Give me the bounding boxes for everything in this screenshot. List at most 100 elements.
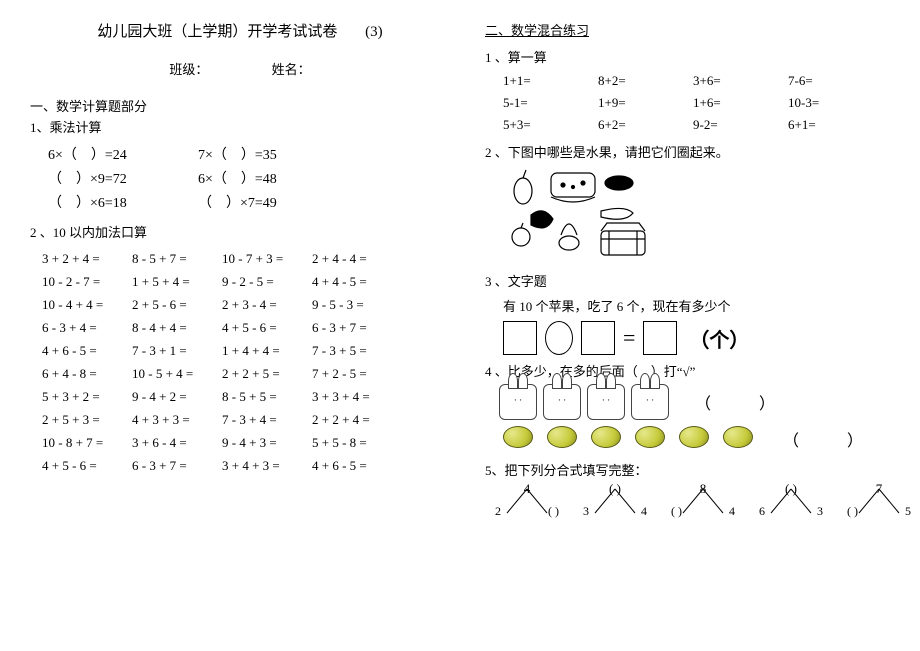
calc-cell: 5-1= — [503, 92, 598, 114]
name-label: 姓名： — [272, 62, 311, 77]
section-2-heading: 二、数学混合练习 — [485, 20, 905, 39]
addition-row: 10 - 4 + 4 =2 + 5 - 6 =2 + 3 - 4 =9 - 5 … — [42, 293, 448, 316]
addition-cell: 2 + 2 + 4 = — [312, 408, 402, 431]
title-number: (3) — [365, 24, 383, 40]
calc-cell: 6+1= — [788, 114, 883, 136]
addition-cell: 3 + 6 - 4 = — [132, 431, 222, 454]
bond-top: 4 — [499, 481, 555, 497]
answer-paren: （ ） — [783, 427, 879, 451]
section-1-heading: 一、数学计算题部分 — [30, 96, 450, 115]
mult-cell: （ ）×6=18 — [48, 192, 198, 216]
bond-left: ( ) — [847, 504, 858, 519]
addition-block: 3 + 2 + 4 =8 - 5 + 7 =10 - 7 + 3 =2 + 4 … — [30, 245, 450, 479]
addition-row: 4 + 5 - 6 =6 - 3 + 7 =3 + 4 + 3 =4 + 6 -… — [42, 454, 448, 477]
addition-row: 10 - 8 + 7 =3 + 6 - 4 =9 - 4 + 3 =5 + 5 … — [42, 431, 448, 454]
calc-cell: 9-2= — [693, 114, 788, 136]
addition-cell: 7 - 3 + 5 = — [312, 339, 402, 362]
mult-cell: 6×（ ）=24 — [48, 144, 198, 168]
mult-row: （ ）×6=18 （ ）×7=49 — [48, 192, 446, 216]
calc-cell: 1+9= — [598, 92, 693, 114]
bond-right: 4 — [641, 504, 647, 519]
addition-row: 2 + 5 + 3 =4 + 3 + 3 =7 - 3 + 4 =2 + 2 +… — [42, 408, 448, 431]
bond-left: 3 — [583, 504, 589, 519]
word-problem-equation: = （个） — [503, 321, 905, 355]
addition-cell: 7 - 3 + 1 = — [132, 339, 222, 362]
bond-left: 6 — [759, 504, 765, 519]
calc-cell: 10-3= — [788, 92, 883, 114]
answer-box — [503, 321, 537, 355]
addition-cell: 8 - 5 + 5 = — [222, 385, 312, 408]
addition-cell: 10 - 7 + 3 = — [222, 247, 312, 270]
multiplication-block: 6×（ ）=24 7×（ ）=35 （ ）×9=72 6×（ ）=48 （ ）×… — [30, 140, 450, 220]
turtle-icon — [587, 424, 625, 454]
worksheet-page: 幼儿园大班（上学期）开学考试试卷 (3) 班级： 姓名： 一、数学计算题部分 1… — [0, 0, 920, 651]
addition-row: 6 + 4 - 8 =10 - 5 + 4 =2 + 2 + 5 =7 + 2 … — [42, 362, 448, 385]
addition-cell: 4 + 5 - 6 = — [222, 316, 312, 339]
turtle-icon — [675, 424, 713, 454]
addition-cell: 3 + 4 + 3 = — [222, 454, 312, 477]
addition-cell: 4 + 5 - 6 = — [42, 454, 132, 477]
answer-paren: （ ） — [695, 390, 791, 414]
equals-sign: = — [623, 325, 635, 351]
bunny-icon: · · — [587, 384, 625, 420]
answer-box — [643, 321, 677, 355]
addition-cell: 2 + 4 - 4 = — [312, 247, 402, 270]
addition-cell: 2 + 5 + 3 = — [42, 408, 132, 431]
bond-right: 3 — [817, 504, 823, 519]
addition-row: 6 - 3 + 4 =8 - 4 + 4 =4 + 5 - 6 =6 - 3 +… — [42, 316, 448, 339]
bond-left: ( ) — [671, 504, 682, 519]
page-title: 幼儿园大班（上学期）开学考试试卷 (3) — [30, 20, 450, 41]
word-problem-text: 有 10 个苹果，吃了 6 个，现在有多少个 — [503, 296, 905, 315]
operator-oval — [545, 321, 573, 355]
bond-left: 2 — [495, 504, 501, 519]
addition-cell: 8 - 5 + 7 = — [132, 247, 222, 270]
addition-cell: 3 + 3 + 4 = — [312, 385, 402, 408]
calc-cell: 8+2= — [598, 70, 693, 92]
calc-cell: 1+6= — [693, 92, 788, 114]
addition-cell: 2 + 5 - 6 = — [132, 293, 222, 316]
answer-box — [581, 321, 615, 355]
turtle-icon — [543, 424, 581, 454]
calc-cell: 3+6= — [693, 70, 788, 92]
addition-cell: 9 - 2 - 5 = — [222, 270, 312, 293]
addition-cell: 2 + 3 - 4 = — [222, 293, 312, 316]
title-main: 幼儿园大班（上学期）开学考试试卷 — [97, 24, 337, 40]
subsection-1-2-heading: 2 、10 以内加法口算 — [30, 222, 450, 241]
calc-block: 1+1=8+2=3+6=7-6=5-1=1+9=1+6=10-3=5+3=6+2… — [485, 70, 905, 136]
addition-cell: 7 - 3 + 4 = — [222, 408, 312, 431]
number-bond: 8 ( ) 4 — [675, 483, 731, 517]
bond-top: ( ) — [763, 481, 819, 497]
addition-cell: 1 + 5 + 4 = — [132, 270, 222, 293]
subsection-1-1-heading: 1、乘法计算 — [30, 117, 450, 136]
bond-right: 4 — [729, 504, 735, 519]
fruit-doodles — [501, 165, 671, 265]
bunny-icon: · · — [499, 384, 537, 420]
addition-cell: 6 + 4 - 8 = — [42, 362, 132, 385]
mult-row: （ ）×9=72 6×（ ）=48 — [48, 168, 446, 192]
mult-row: 6×（ ）=24 7×（ ）=35 — [48, 144, 446, 168]
addition-row: 5 + 3 + 2 =9 - 4 + 2 =8 - 5 + 5 =3 + 3 +… — [42, 385, 448, 408]
addition-cell: 2 + 2 + 5 = — [222, 362, 312, 385]
unit-label: （个） — [689, 324, 749, 353]
number-bond: ( ) 3 4 — [587, 483, 643, 517]
student-info-line: 班级： 姓名： — [30, 59, 450, 78]
mult-cell: 6×（ ）=48 — [198, 168, 348, 192]
bunny-row: · ·· ·· ·· ·（ ） — [499, 384, 905, 420]
fruit-picture-box — [501, 165, 671, 265]
addition-row: 4 + 6 - 5 =7 - 3 + 1 =1 + 4 + 4 =7 - 3 +… — [42, 339, 448, 362]
turtle-icon — [499, 424, 537, 454]
class-label: 班级： — [169, 62, 208, 77]
addition-cell: 4 + 6 - 5 = — [312, 454, 402, 477]
addition-cell: 7 + 2 - 5 = — [312, 362, 402, 385]
number-bond: 4 2 ( ) — [499, 483, 555, 517]
addition-cell: 1 + 4 + 4 = — [222, 339, 312, 362]
turtle-icon — [631, 424, 669, 454]
addition-cell: 6 - 3 + 7 = — [312, 316, 402, 339]
number-bond: 7 ( ) 5 — [851, 483, 907, 517]
bond-right: 5 — [905, 504, 911, 519]
addition-cell: 10 - 5 + 4 = — [132, 362, 222, 385]
addition-cell: 6 - 3 + 4 = — [42, 316, 132, 339]
number-bond: ( ) 6 3 — [763, 483, 819, 517]
turtle-icon — [719, 424, 757, 454]
subsection-2-2-heading: 2 、下图中哪些是水果，请把它们圈起来。 — [485, 142, 905, 161]
